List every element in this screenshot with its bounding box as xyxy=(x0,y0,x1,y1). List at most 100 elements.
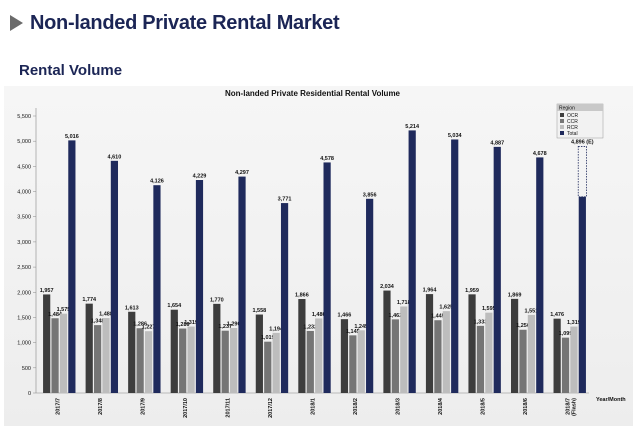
data-label: 1,237 xyxy=(218,324,232,330)
data-label: 1,558 xyxy=(252,308,266,314)
legend-label: Total xyxy=(567,131,578,137)
bar-total xyxy=(153,185,161,393)
bar-ccr xyxy=(221,330,229,393)
data-label: 1,774 xyxy=(82,297,97,303)
data-label: 4,229 xyxy=(193,174,207,180)
x-tick-label-part: 2017/11 xyxy=(225,398,231,418)
x-tick-label: 2017/10 xyxy=(183,398,189,418)
data-label: 1,866 xyxy=(295,293,309,299)
bar-rcr xyxy=(187,326,195,393)
y-tick-label: 4,000 xyxy=(17,190,31,196)
x-tick-label: 2017/12 xyxy=(268,398,274,418)
bar-rcr xyxy=(527,314,535,393)
x-tick-label-part: (Flash) xyxy=(572,398,578,416)
legend-swatch xyxy=(560,119,564,123)
bar-rcr xyxy=(272,332,280,393)
x-tick-label: 2017/8 xyxy=(98,398,104,415)
data-label: 3,771 xyxy=(278,197,292,203)
bar-ocr xyxy=(170,309,178,393)
legend-swatch xyxy=(560,131,564,135)
legend-label: CCR xyxy=(567,119,578,125)
x-tick-label: 2017/9 xyxy=(140,398,146,415)
bar-ocr xyxy=(213,303,221,393)
bar-ccr xyxy=(519,329,527,393)
data-label: 1,869 xyxy=(508,292,522,298)
data-label: 4,578 xyxy=(320,156,334,162)
data-label: 1,319 xyxy=(567,320,581,326)
data-label: 5,034 xyxy=(448,133,463,139)
bar-ccr xyxy=(94,325,102,393)
bar-rcr xyxy=(144,331,153,393)
data-label: 1,348 xyxy=(91,319,105,325)
data-label: 2,034 xyxy=(380,284,395,290)
bar-total xyxy=(451,139,459,393)
y-tick-label: 2,000 xyxy=(17,290,31,296)
data-label: 3,856 xyxy=(363,192,377,198)
data-label: 1,959 xyxy=(465,288,479,294)
legend-header xyxy=(557,104,603,111)
data-label: 4,887 xyxy=(490,140,504,146)
bar-ocr xyxy=(383,290,391,393)
bar-total xyxy=(280,203,289,393)
data-label: 1,227 xyxy=(142,325,156,331)
x-tick-label: 2018/5 xyxy=(481,398,487,415)
x-tick-label: 2018/2 xyxy=(353,398,359,415)
bar-ocr xyxy=(510,298,519,393)
bar-estimate-outline xyxy=(577,146,587,198)
data-label: 1,770 xyxy=(210,297,224,303)
x-tick-label-part: 2018/2 xyxy=(353,398,359,415)
data-label: 1,575 xyxy=(57,307,71,313)
bar-ocr xyxy=(43,294,51,393)
x-tick-label: 2017/11 xyxy=(225,398,231,418)
data-label: 1,319 xyxy=(184,320,198,326)
y-tick-label: 4,500 xyxy=(17,164,31,170)
legend-swatch xyxy=(560,125,564,129)
bar-total xyxy=(578,196,586,393)
data-label: 1,613 xyxy=(125,305,139,311)
data-label: 1,445 xyxy=(431,314,445,320)
page-title: Non-landed Private Rental Market xyxy=(30,11,340,34)
data-label: 1,256 xyxy=(516,323,530,329)
bar-rcr xyxy=(485,312,493,393)
bar-total xyxy=(323,162,331,393)
legend-swatch xyxy=(560,113,564,117)
bar-ocr xyxy=(340,319,349,393)
x-tick-label-part: 2017/9 xyxy=(140,398,146,415)
y-tick-label: 1,000 xyxy=(17,341,31,347)
data-label: 1,957 xyxy=(40,288,54,294)
bar-ccr xyxy=(306,330,314,393)
data-label: 4,126 xyxy=(150,179,164,185)
x-tick-label-part: 2018/5 xyxy=(481,398,487,415)
bar-rcr xyxy=(59,313,68,393)
bar-ccr xyxy=(391,319,399,393)
y-tick-label: 0 xyxy=(28,391,31,397)
bar-ocr xyxy=(255,314,263,393)
x-tick-label-part: 2018/3 xyxy=(396,398,402,415)
bar-ocr xyxy=(468,294,476,393)
bar-total xyxy=(195,180,204,393)
chart-panel: Non-landed Private Residential Rental Vo… xyxy=(4,86,633,426)
data-label: 1,232 xyxy=(303,324,317,330)
bar-ccr xyxy=(51,318,59,393)
bar-total xyxy=(493,146,501,393)
rental-volume-chart: Non-landed Private Residential Rental Vo… xyxy=(17,89,626,418)
x-tick-label: 2018/4 xyxy=(438,397,444,415)
legend-label: OCR xyxy=(567,113,579,119)
data-label: 1,718 xyxy=(397,300,411,306)
bar-ocr xyxy=(553,318,561,393)
bar-ocr xyxy=(128,311,136,393)
y-tick-label: 3,500 xyxy=(17,215,31,221)
data-label: 1,145 xyxy=(346,329,360,335)
x-tick-label-part: 2017/12 xyxy=(268,398,274,418)
x-tick-label-part: 2018/4 xyxy=(438,397,444,415)
data-label: 1,484 xyxy=(48,312,63,318)
x-tick-label: 2018/6 xyxy=(523,398,529,415)
bar-total xyxy=(68,140,76,393)
data-label: 1,462 xyxy=(388,313,402,319)
y-tick-label: 2,500 xyxy=(17,265,31,271)
data-label: 1,476 xyxy=(550,312,564,318)
data-label: 4,297 xyxy=(235,170,249,176)
data-label: 1,194 xyxy=(269,326,284,332)
data-label: 1,290 xyxy=(227,322,241,328)
data-label: 4,610 xyxy=(108,154,122,160)
